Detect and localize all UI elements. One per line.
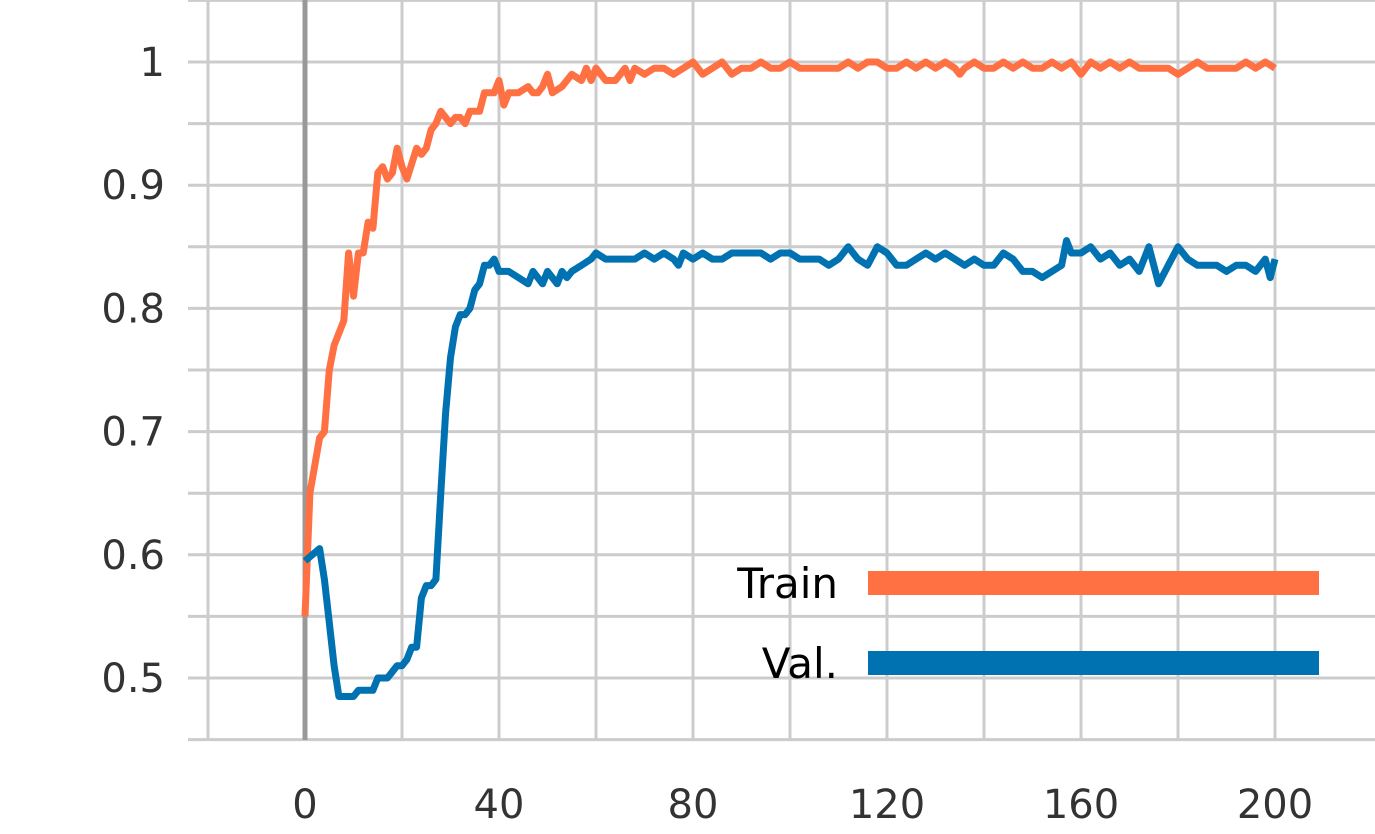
x-tick-labels: 0 40 80 120 160 200 (292, 782, 1313, 828)
series-line-1 (302, 237, 1279, 700)
y-tick-label: 0.9 (101, 163, 165, 209)
x-tick-label: 200 (1237, 782, 1313, 828)
x-tick-label: 40 (474, 782, 525, 828)
legend-swatch-1 (868, 651, 1319, 675)
y-tick-label: 0.7 (101, 410, 165, 456)
legend-label-1: Val. (762, 639, 838, 688)
y-tick-label: 0.5 (101, 656, 165, 702)
y-tick-label: 0.8 (101, 286, 165, 332)
y-tick-label: 1 (140, 40, 165, 86)
grid-minor-lines (188, 0, 1375, 742)
x-tick-label: 160 (1043, 782, 1119, 828)
legend-swatch-0 (868, 571, 1319, 595)
y-tick-label: 0.6 (101, 533, 165, 579)
series-line-0 (301, 58, 1277, 617)
y-tick-labels: 0.5 0.6 0.7 0.8 0.9 1 (101, 40, 165, 702)
legend-label-0: Train (736, 559, 838, 608)
x-tick-label: 0 (292, 782, 317, 828)
legend: Train Val. (736, 559, 1319, 688)
series-lines (301, 58, 1279, 700)
x-tick-label: 120 (849, 782, 925, 828)
x-tick-label: 80 (668, 782, 719, 828)
